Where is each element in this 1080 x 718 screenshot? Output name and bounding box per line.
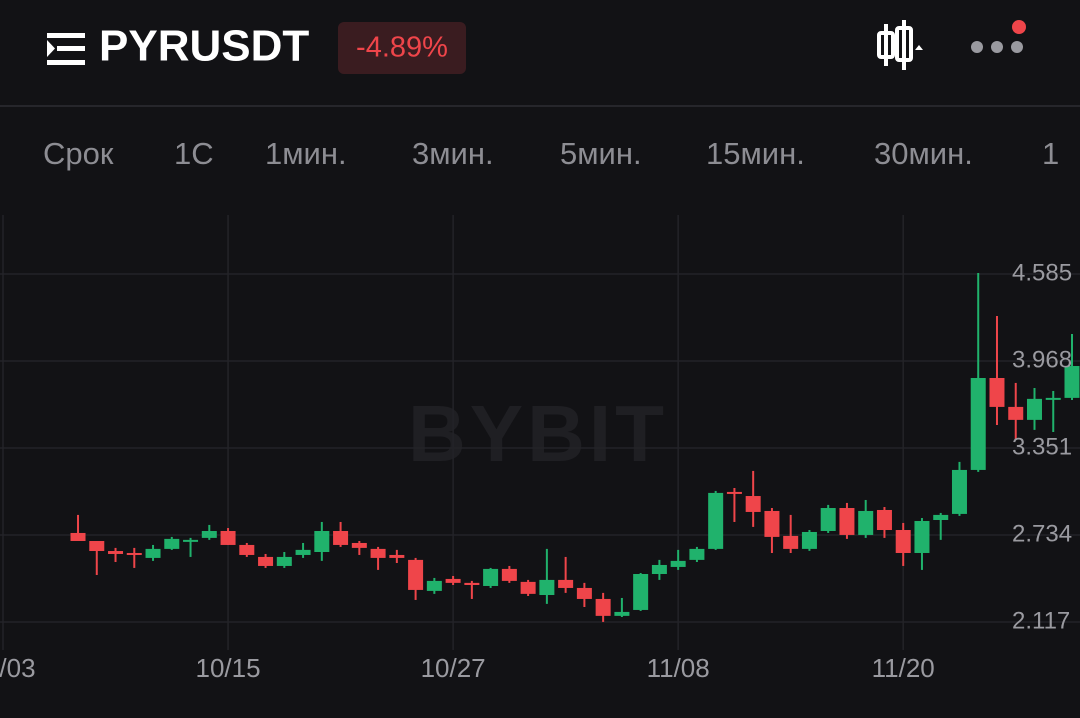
y-tick-label: 2.734	[1012, 520, 1072, 547]
change-badge	[338, 22, 466, 74]
symbol[interactable]: PYRUSDT	[99, 22, 309, 71]
candle-body	[239, 544, 255, 555]
candle-body	[1064, 366, 1080, 398]
icon-body	[895, 26, 913, 62]
candle-body	[708, 492, 724, 549]
candle-body	[670, 560, 686, 567]
candle-body	[426, 580, 442, 591]
candle-body	[933, 514, 949, 520]
candle-body	[1026, 398, 1042, 420]
candle-body	[858, 510, 874, 535]
x-tick-label: 10/27	[421, 653, 486, 683]
chart: BYBIT 10/03 10/15 10/27 11/08 11/20 2.117 2.734…	[0, 215, 1080, 683]
candle-body	[558, 579, 574, 588]
candle-body	[726, 491, 742, 494]
candle-body	[370, 548, 386, 558]
candle-body	[895, 530, 911, 553]
candle-body	[464, 582, 480, 585]
candle-body	[145, 548, 161, 558]
notification-dot	[1012, 20, 1026, 34]
candle-body	[914, 520, 930, 553]
candle-body	[745, 496, 761, 512]
y-tick-label: 3.968	[1012, 346, 1072, 373]
y-tick-label: 2.117	[1012, 607, 1070, 634]
more-menu[interactable]	[971, 20, 1026, 53]
candle-body	[258, 556, 274, 566]
candle-body	[876, 509, 892, 531]
candle-body	[951, 469, 967, 514]
x-tick-label: 11/20	[872, 653, 935, 683]
candle-body	[595, 598, 611, 616]
candle-body	[614, 611, 630, 616]
candle-body	[295, 549, 311, 555]
candle-body	[576, 587, 592, 599]
candle-body	[333, 530, 349, 545]
candle-body	[408, 559, 424, 590]
timeframe-tab[interactable]: 30мин.	[874, 136, 973, 171]
candle-body	[801, 531, 817, 549]
timeframe-tabs: Срок 1С 1мин. 3мин. 5мин. 15мин. 30мин. 1	[43, 136, 1059, 171]
candle-body	[633, 573, 649, 610]
chart-type-icon[interactable]	[877, 20, 923, 70]
y-tick-label: 3.351	[1012, 433, 1072, 460]
dot	[991, 41, 1003, 53]
candle-body	[1008, 406, 1024, 420]
icon-body	[877, 31, 895, 59]
candle-body	[989, 378, 1005, 407]
x-tick-label: 10/15	[196, 653, 261, 683]
candle-body	[783, 535, 799, 549]
menu-bar	[57, 46, 85, 51]
candle-body	[89, 541, 105, 552]
dot	[1011, 41, 1023, 53]
watermark: BYBIT	[408, 389, 668, 478]
menu-arrow	[47, 40, 55, 57]
candle-body	[820, 508, 836, 531]
candle-body	[501, 568, 517, 581]
x-tick-label: 10/03	[0, 653, 36, 683]
menu-bar	[47, 60, 85, 65]
candle-body	[201, 530, 217, 538]
icon-caret	[915, 45, 923, 50]
candle-body	[764, 510, 780, 537]
change-percent: -4.89%	[356, 32, 448, 64]
x-tick-label: 11/08	[647, 653, 710, 683]
candle-body	[389, 554, 405, 558]
y-tick-label: 4.585	[1012, 259, 1072, 286]
candle-body	[108, 551, 124, 554]
candle-body	[483, 568, 499, 586]
menu-icon[interactable]	[47, 33, 85, 65]
dot	[971, 41, 983, 53]
candle-body	[220, 530, 236, 545]
timeframe-tab[interactable]: 1мин.	[265, 136, 347, 171]
candle-body	[276, 556, 292, 566]
candle-body	[70, 532, 86, 542]
timeframe-tab[interactable]: 3мин.	[412, 136, 494, 171]
candle-body	[126, 552, 142, 555]
candle-body	[520, 581, 536, 594]
timeframe-tab[interactable]: 15мин.	[706, 136, 805, 171]
timeframe-tab[interactable]: 5мин.	[560, 136, 642, 171]
candle-body	[314, 530, 330, 553]
candle-body	[539, 579, 555, 596]
candle-body	[689, 548, 705, 560]
candle-body	[839, 508, 855, 535]
candle-body	[445, 578, 461, 583]
candle-body	[1045, 397, 1061, 400]
timeframe-tab[interactable]: 1С	[174, 136, 214, 171]
candle-body	[351, 542, 367, 548]
candle-body	[183, 539, 199, 542]
timeframe-tab[interactable]: Срок	[43, 136, 114, 171]
menu-bar	[47, 33, 85, 38]
candle-body	[164, 538, 180, 549]
timeframe-tab[interactable]: 1	[1042, 136, 1059, 171]
candle-body	[970, 378, 986, 470]
candle-body	[651, 564, 667, 574]
